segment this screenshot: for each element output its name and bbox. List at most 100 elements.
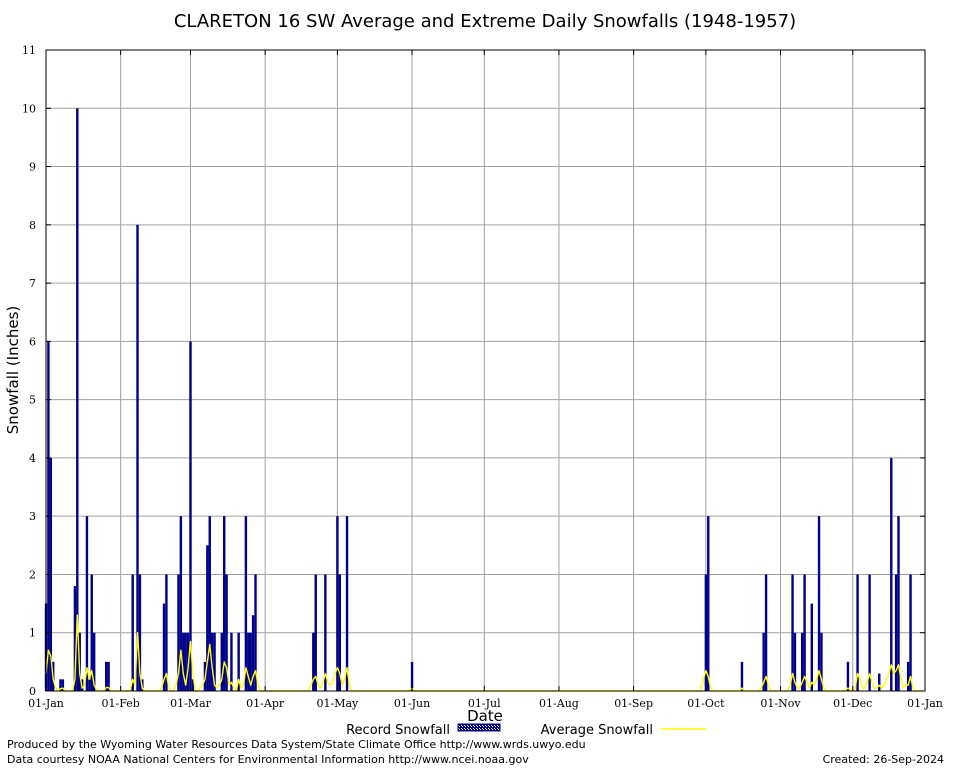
- legend-record-label: Record Snowfall: [346, 723, 450, 738]
- record-snowfall-bar: [213, 632, 216, 691]
- record-snowfall-bar: [189, 341, 192, 691]
- record-snowfall-bar: [179, 516, 183, 691]
- record-snowfall-bar: [810, 603, 814, 691]
- record-snowfall-bar: [85, 516, 89, 691]
- record-snowfall-bar: [105, 661, 108, 691]
- footer-courtesy: Data courtesy NOAA National Centers for …: [7, 753, 529, 766]
- x-tick-label: 01-Jul: [468, 697, 501, 710]
- record-snowfall-bar: [846, 661, 850, 691]
- x-tick-label: 01-Nov: [760, 697, 801, 710]
- record-snowfall-bar: [791, 574, 794, 691]
- y-tick-label: 1: [29, 627, 36, 640]
- record-snowfall-bar: [191, 679, 195, 691]
- legend: Record Snowfall Average Snowfall: [346, 723, 706, 738]
- record-snowfall-bar: [107, 661, 110, 691]
- record-snowfall-bar: [803, 574, 806, 691]
- x-tick-label: 01-Jan: [907, 697, 943, 710]
- record-snowfall-bar: [131, 574, 134, 691]
- record-snowfall-bar: [244, 516, 248, 691]
- x-tick-label: 01-Aug: [539, 697, 579, 710]
- y-tick-label: 10: [22, 102, 36, 115]
- record-snowfall-bar: [868, 574, 871, 691]
- x-tick-label: 01-Feb: [102, 697, 140, 710]
- y-tick-label: 11: [22, 44, 36, 57]
- record-snowfall-bar: [230, 632, 233, 691]
- record-snowfall-bar: [336, 516, 339, 691]
- x-tick-label: 01-Oct: [687, 697, 725, 710]
- record-snowfall-bar: [177, 574, 180, 691]
- record-snowfall-bar: [184, 632, 187, 691]
- record-snowfall-bar: [897, 516, 900, 691]
- y-axis-label: Snowfall (Inches): [4, 306, 22, 434]
- legend-average-label: Average Snowfall: [541, 723, 653, 738]
- record-snowfall-bar: [909, 574, 912, 691]
- record-snowfall-bar: [707, 516, 710, 691]
- record-snowfall-bar: [800, 632, 804, 691]
- record-snowfall-bar: [312, 632, 315, 691]
- record-snowfall-bar: [225, 574, 228, 691]
- record-snowfall-bar: [247, 632, 250, 691]
- record-snowfall-bar: [764, 574, 768, 691]
- record-snowfall-bar: [92, 632, 96, 691]
- record-snowfall-bar: [220, 632, 224, 691]
- record-snowfall-bar: [345, 516, 349, 691]
- record-snowfall-bar: [314, 574, 317, 691]
- record-snowfall-bar: [324, 574, 327, 691]
- record-snowfall-bar: [206, 545, 209, 691]
- record-snowfall-bar: [59, 679, 62, 691]
- x-tick-label: 01-Mar: [170, 697, 212, 710]
- record-snowfall-bar: [249, 632, 252, 691]
- record-snowfall-bar: [162, 603, 166, 691]
- record-snowfall-bar: [793, 632, 797, 691]
- record-snowfall-bar: [165, 574, 168, 691]
- legend-record-swatch: [457, 723, 501, 732]
- x-tick-label: 01-Jan: [28, 697, 64, 710]
- y-tick-label: 6: [29, 335, 36, 348]
- record-snowfall-bar: [88, 679, 91, 691]
- record-snowfall-bar: [878, 673, 881, 691]
- y-tick-label: 3: [29, 510, 36, 523]
- record-snowfall-bar: [61, 679, 65, 691]
- x-tick-label: 01-Jun: [394, 697, 430, 710]
- record-snowfall-bar: [182, 632, 185, 691]
- y-tick-label: 8: [29, 219, 36, 232]
- x-tick-label: 01-Sep: [614, 697, 653, 710]
- record-snowfall-bar: [138, 574, 142, 691]
- record-snowfall-bar: [251, 615, 255, 691]
- record-snowfall-bar: [762, 632, 765, 691]
- y-tick-label: 5: [29, 394, 36, 407]
- record-snowfall-bar: [817, 516, 821, 691]
- record-snowfall-bar: [890, 457, 893, 691]
- record-snowfall-bar: [704, 574, 708, 691]
- record-snowfall-bar: [894, 574, 898, 691]
- x-axis-label: Date: [467, 707, 503, 725]
- record-snowfall-bar: [223, 516, 226, 691]
- record-snowfall-bar: [856, 574, 859, 691]
- x-tick-label: 01-Dec: [833, 697, 872, 710]
- record-snowfall-bar: [740, 661, 744, 691]
- x-tick-label: 01-May: [317, 697, 360, 710]
- record-snowfall-bar: [90, 574, 93, 691]
- y-tick-label: 0: [29, 685, 36, 698]
- record-snowfall-bar: [208, 516, 211, 691]
- y-tick-label: 2: [29, 568, 36, 581]
- record-snowfall-bar: [73, 586, 77, 691]
- y-tick-label: 7: [29, 277, 36, 290]
- y-tick-label: 4: [29, 452, 36, 465]
- chart-title: CLARETON 16 SW Average and Extreme Daily…: [174, 11, 796, 32]
- footer-created: Created: 26-Sep-2024: [823, 753, 944, 766]
- record-snowfall-bar: [76, 108, 79, 692]
- x-tick-label: 01-Apr: [246, 697, 285, 710]
- record-snowfall-bar: [338, 574, 342, 691]
- record-snowfall-bar: [410, 661, 414, 691]
- footer-produced-by: Produced by the Wyoming Water Resources …: [7, 738, 586, 751]
- plot-frame: [45, 49, 926, 692]
- record-snowfall-bar: [906, 661, 910, 691]
- x-axis-ticks: 01-Jan 01-Feb 01-Mar 01-Apr 01-May 01-Jun 01-J…: [28, 50, 943, 710]
- y-axis-ticks: 0 1 2 3 4 5 6 7 8 9 10 11: [22, 44, 925, 698]
- record-snowfall-bar: [254, 574, 257, 691]
- record-snowfall-bar: [820, 632, 823, 691]
- record-snowfall-bar: [237, 632, 240, 691]
- y-tick-label: 9: [29, 161, 36, 174]
